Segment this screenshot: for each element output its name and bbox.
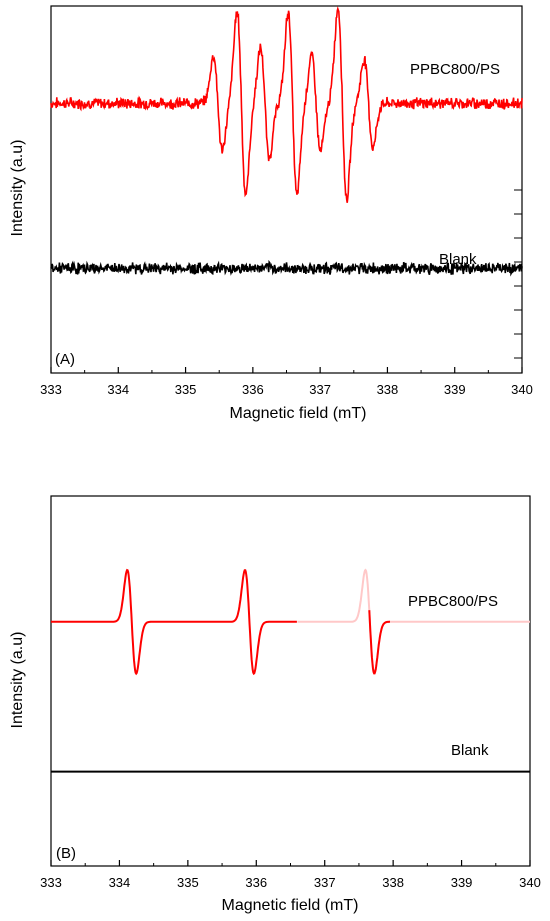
x-tick-label: 333 [40,875,62,890]
panel-b-series-label-blank: Blank [451,742,489,759]
x-tick-label: 340 [519,875,541,890]
x-tick-label: 335 [175,382,197,397]
panel-b-series-label-ppbc: PPBC800/PS [408,593,498,610]
panel-b-y-axis-title: Intensity (a.u) [9,632,26,729]
x-tick-label: 337 [314,875,336,890]
x-tick-label: 337 [309,382,331,397]
panel-a-label: (A) [55,351,75,368]
x-tick-label: 338 [382,875,404,890]
series-line-ppbc800-ps [51,568,297,676]
panel-b-x-ticks: 333 334 335 336 337 338 339 340 [40,860,541,890]
panel-a-series [50,6,523,277]
panel-a-series-label-ppbc: PPBC800/PS [410,61,500,78]
panel-a-series-label-blank: Blank [439,251,477,268]
x-tick-label: 338 [377,382,399,397]
x-tick-label: 340 [511,382,533,397]
series-line-ppbc800-ps-peak-tail [368,610,390,675]
series-line-blank [50,259,523,277]
panel-a-x-axis-title: Magnetic field (mT) [230,405,367,422]
panel-b-series [51,568,530,773]
panel-b-label: (B) [56,845,76,862]
x-tick-label: 334 [109,875,131,890]
panel-a-y-axis-title: Intensity (a.u) [9,140,26,237]
panel-b-x-axis-title: Magnetic field (mT) [222,897,359,914]
series-line-ppbc800-ps-faded [297,568,530,675]
panel-a: 333 334 335 336 337 338 339 340 (A) PPBC800/PS … [9,5,533,422]
panel-a-x-ticks: 333 334 335 336 337 338 339 340 [40,367,533,397]
x-tick-label: 339 [451,875,473,890]
panel-b-frame [50,495,531,867]
panel-b: 333 334 335 336 337 338 339 340 (B) PPBC800/PS … [9,495,541,914]
x-tick-label: 335 [177,875,199,890]
x-tick-label: 339 [444,382,466,397]
x-tick-label: 336 [242,382,264,397]
x-tick-label: 334 [107,382,129,397]
x-tick-label: 336 [245,875,267,890]
x-tick-label: 333 [40,382,62,397]
panel-a-right-ticks [514,189,522,359]
series-line-ppbc800-ps [50,6,523,203]
